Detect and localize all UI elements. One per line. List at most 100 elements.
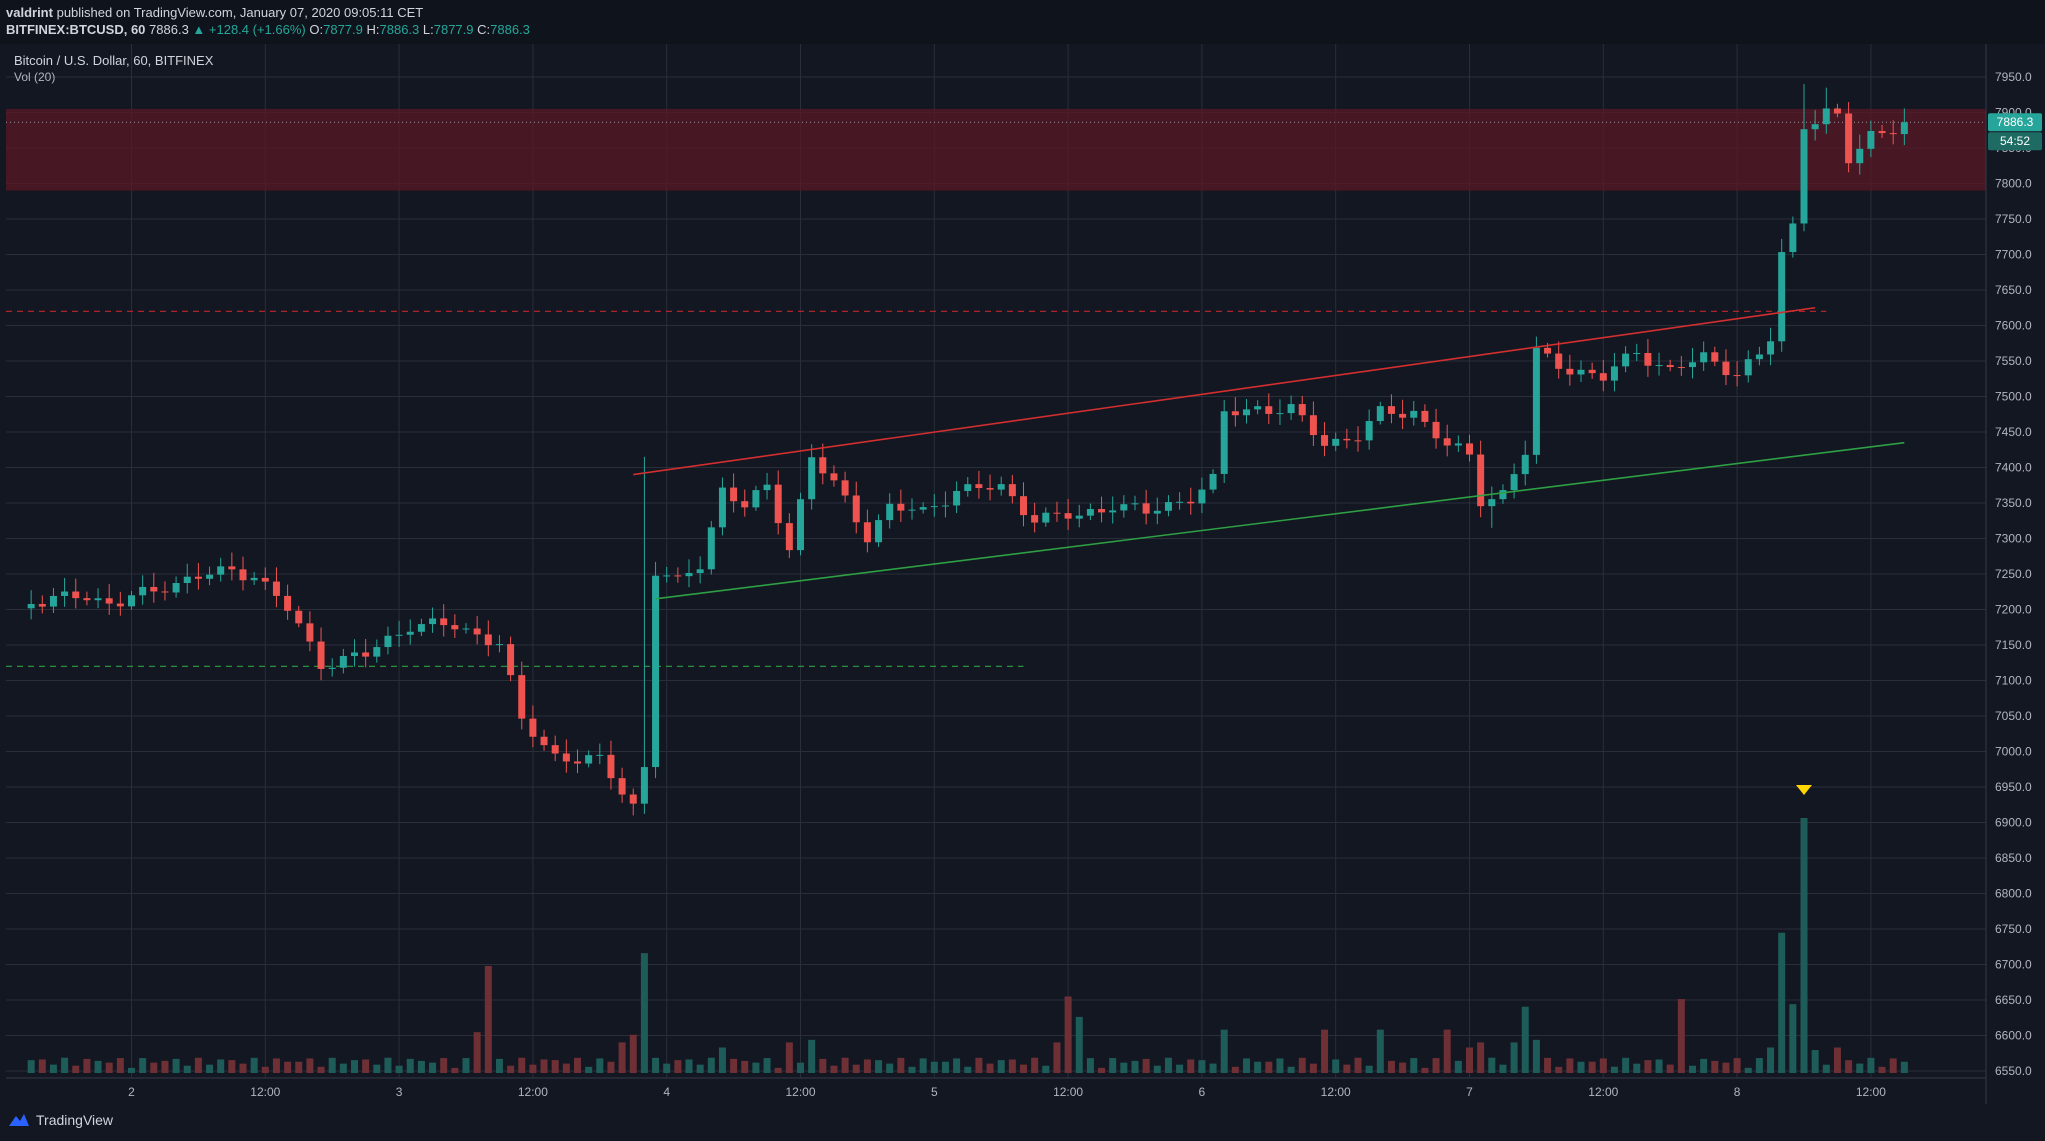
volume-bar [1488, 1057, 1496, 1073]
x-tick-label: 5 [931, 1085, 938, 1099]
volume-bar [930, 1061, 938, 1073]
candle-up [1153, 510, 1161, 514]
y-tick-label: 6600.0 [1995, 1029, 2032, 1043]
volume-bar [518, 1057, 526, 1073]
volume-bar [540, 1059, 548, 1073]
volume-bar [495, 1058, 503, 1073]
volume-bar [217, 1059, 225, 1073]
candle-up [1577, 369, 1585, 375]
tradingview-brand[interactable]: TradingView [8, 1112, 113, 1128]
x-tick-label: 12:00 [250, 1085, 280, 1099]
volume-bar [328, 1057, 336, 1073]
candle-down [362, 652, 370, 657]
volume-legend[interactable]: Vol (20) [14, 70, 56, 84]
candle-up [1689, 362, 1696, 368]
candle-down [618, 778, 626, 795]
volume-bar [1811, 1050, 1819, 1073]
candle-down [1387, 406, 1395, 414]
volume-bar [574, 1057, 581, 1073]
volume-bar [1042, 1065, 1050, 1073]
candle-up [585, 755, 593, 764]
y-tick-label: 7800.0 [1995, 177, 2032, 191]
volume-bar [941, 1061, 949, 1073]
candle-down [1833, 108, 1841, 114]
y-tick-label: 7000.0 [1995, 745, 2032, 759]
candle-up [908, 509, 916, 511]
close-label: C: [477, 22, 491, 37]
volume-bar [462, 1058, 470, 1073]
volume-bar [194, 1057, 202, 1073]
candle-down [852, 495, 860, 523]
candle-down [1053, 512, 1061, 514]
volume-bar [897, 1057, 905, 1073]
candle-down [551, 745, 559, 754]
candle-down [1555, 353, 1563, 369]
volume-bars [27, 785, 1908, 1073]
volume-bar [1287, 1066, 1295, 1073]
volume-bar [440, 1058, 448, 1073]
last-price-badge [1988, 113, 2042, 132]
volume-bar [1053, 1042, 1061, 1073]
volume-bar [272, 1058, 280, 1073]
chart-legend-title[interactable]: Bitcoin / U.S. Dollar, 60, BITFINEX [14, 53, 214, 68]
candle-up [139, 586, 147, 596]
volume-bar [1454, 1060, 1462, 1073]
candle-down [284, 595, 292, 611]
candle-up [808, 457, 816, 500]
volume-bar [1164, 1057, 1172, 1073]
y-tick-label: 7450.0 [1995, 425, 2032, 439]
countdown-badge-text: 54:52 [2000, 134, 2030, 148]
candle-up [1789, 223, 1797, 253]
brand-label: TradingView [36, 1112, 114, 1128]
volume-bar [1889, 1058, 1897, 1073]
candle-up [930, 506, 938, 508]
volume-bar [1008, 1059, 1016, 1073]
y-tick-label: 7500.0 [1995, 390, 2032, 404]
volume-bar [83, 1058, 91, 1073]
y-tick-label: 7600.0 [1995, 319, 2032, 333]
candle-up [1243, 409, 1250, 416]
volume-spike-marker-icon [1796, 785, 1812, 795]
volume-bar [1822, 1064, 1830, 1073]
volume-bar [1878, 1066, 1886, 1073]
candle-down [518, 675, 526, 719]
volume-bar [562, 1063, 570, 1073]
candle-down [1466, 443, 1473, 455]
volume-bar [1722, 1062, 1730, 1073]
volume-bar [707, 1057, 715, 1073]
volume-bar [841, 1057, 849, 1073]
y-tick-label: 7150.0 [1995, 638, 2032, 652]
candle-up [1510, 474, 1518, 491]
candle-down [1644, 353, 1652, 366]
x-tick-label: 2 [128, 1085, 135, 1099]
y-tick-label: 7300.0 [1995, 532, 2032, 546]
volume-bar [1700, 1058, 1708, 1073]
price-badge: 7886.3 54:52 [1988, 113, 2042, 151]
volume-bar [351, 1060, 358, 1073]
volume-bar [1900, 1061, 1908, 1073]
x-tick-label: 12:00 [1856, 1085, 1886, 1099]
author-name[interactable]: valdrint [6, 5, 53, 20]
candle-up [462, 628, 470, 630]
resistance-zone [6, 108, 1986, 191]
candle-down [272, 581, 280, 596]
candle-down [741, 501, 749, 508]
horizontal-levels [6, 121, 1986, 667]
volume-bar [1365, 1065, 1373, 1073]
candle-up [1767, 341, 1775, 355]
candle-up [964, 484, 972, 492]
candle-up [1610, 366, 1618, 381]
volume-bar [1298, 1057, 1306, 1073]
volume-bar [1633, 1063, 1641, 1073]
volume-bar [206, 1064, 214, 1073]
channel-upper-line [633, 306, 1816, 476]
candle-up [339, 655, 347, 668]
candle-down [863, 522, 871, 543]
footer [0, 1105, 2045, 1141]
volume-bar [1867, 1057, 1875, 1073]
volume-bar [128, 1067, 135, 1073]
volume-bar [1577, 1061, 1585, 1073]
volume-bar [1555, 1066, 1563, 1073]
trend-lines[interactable] [633, 306, 1905, 600]
